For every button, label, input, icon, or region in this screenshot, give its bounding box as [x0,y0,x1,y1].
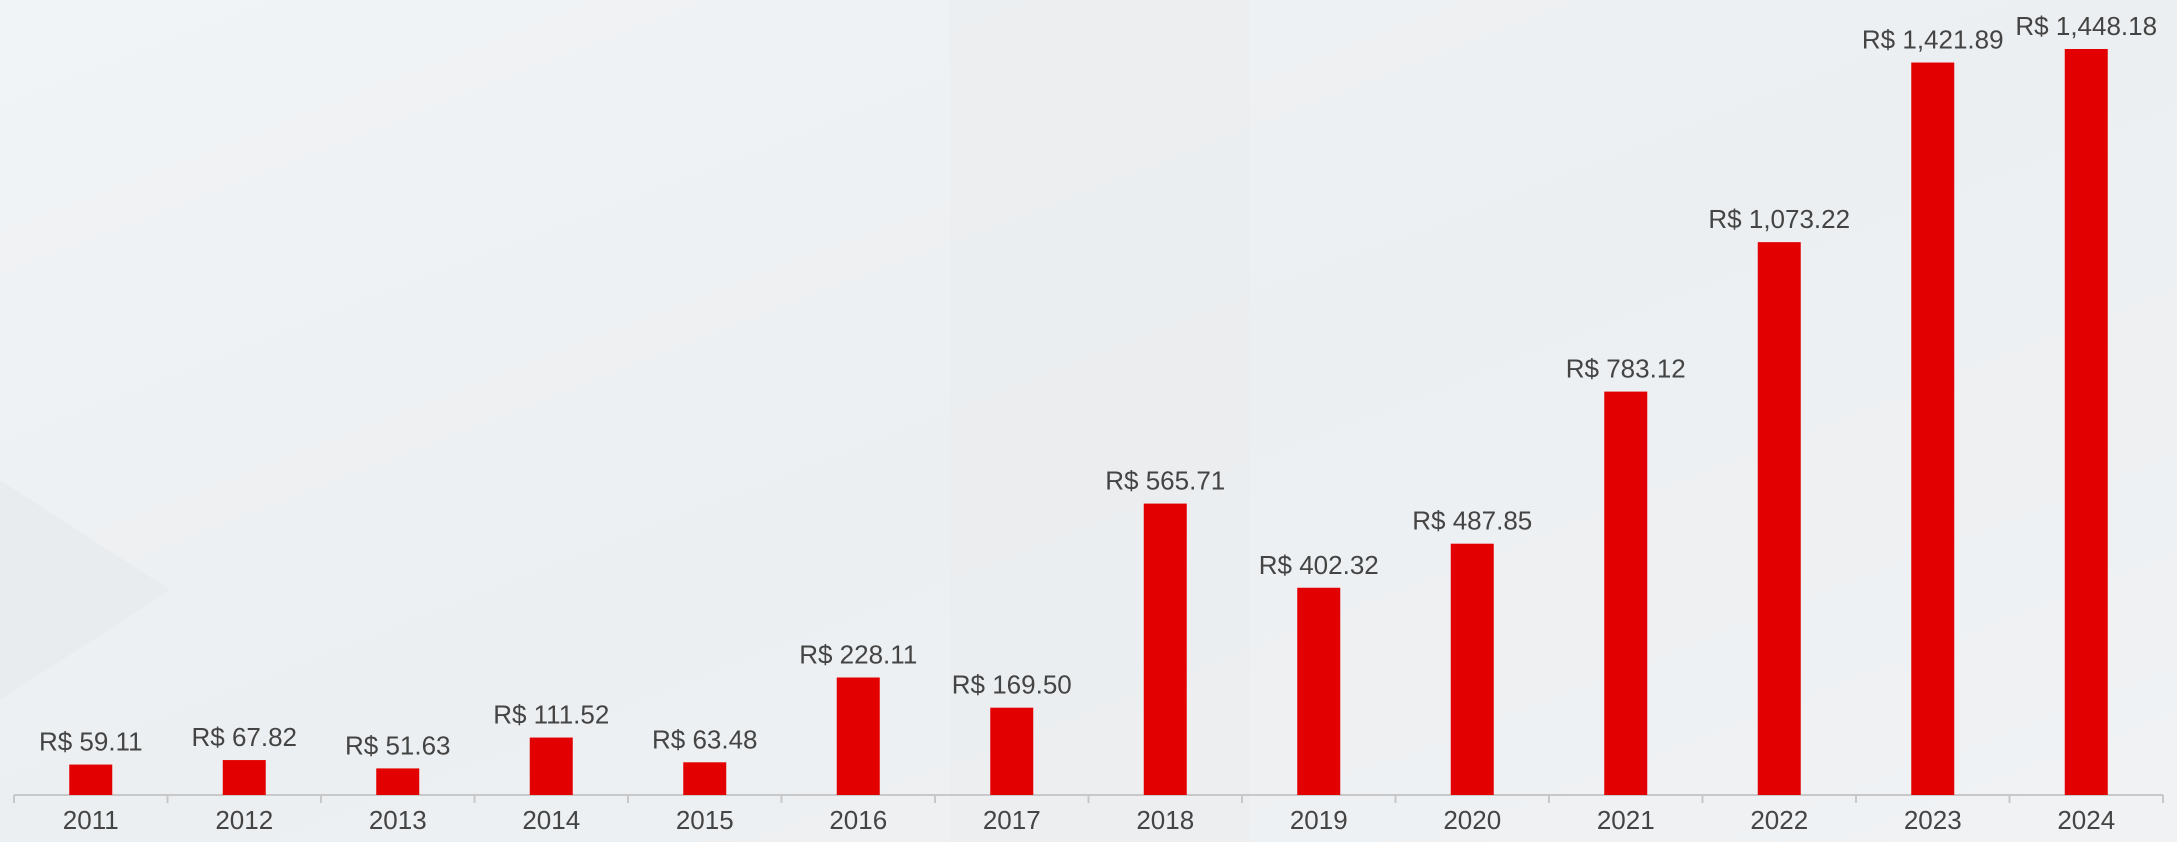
value-label: R$ 1,448.18 [2015,11,2157,41]
bar [1757,242,1801,795]
x-tick-label: 2011 [63,805,119,835]
bar [1450,543,1494,795]
bar [69,764,113,795]
x-tick-label: 2023 [1904,805,1962,835]
bar [1143,503,1187,795]
x-tick-label: 2019 [1290,805,1348,835]
x-tick-label: 2012 [215,805,273,835]
value-label: R$ 111.52 [493,700,609,730]
x-tick-label: 2015 [676,805,734,835]
x-tick-label: 2013 [369,805,427,835]
bar [1911,62,1955,796]
bar [1297,587,1341,795]
bar [836,677,880,795]
background-shape [0,480,170,700]
value-label: R$ 783.12 [1566,354,1686,384]
x-tick-label: 2014 [522,805,580,835]
bar [376,768,420,795]
value-label: R$ 63.48 [652,724,758,754]
value-label: R$ 59.11 [39,727,143,757]
value-label: R$ 1,073.22 [1708,204,1850,234]
bar [990,707,1034,795]
value-label: R$ 1,421.89 [1862,25,2004,55]
x-tick-label: 2017 [983,805,1041,835]
x-tick-label: 2020 [1443,805,1501,835]
bar [683,762,727,795]
value-label: R$ 402.32 [1259,550,1379,580]
x-tick-label: 2024 [2057,805,2115,835]
value-label: R$ 169.50 [952,670,1072,700]
bar [2064,49,2108,795]
x-tick-label: 2021 [1597,805,1655,835]
x-tick-label: 2022 [1750,805,1808,835]
value-label: R$ 228.11 [799,639,917,669]
x-tick-label: 2016 [829,805,887,835]
value-label: R$ 565.71 [1105,466,1225,496]
value-label: R$ 51.63 [345,730,451,760]
value-label: R$ 67.82 [191,722,297,752]
bar [1604,391,1648,795]
x-tick-label: 2018 [1136,805,1194,835]
bar [529,737,573,795]
value-label: R$ 487.85 [1412,506,1532,536]
bar [222,760,266,795]
